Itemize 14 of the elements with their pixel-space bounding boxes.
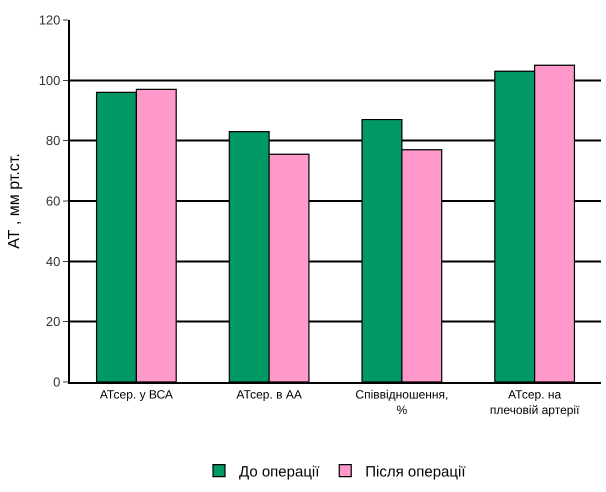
x-tick-label: Співвідношення, % <box>355 387 448 417</box>
y-tick-label: 80 <box>46 133 60 148</box>
legend-label: Після операції <box>365 464 466 480</box>
y-tick-label: 40 <box>46 254 60 269</box>
y-tick-label: 100 <box>38 72 60 88</box>
y-tick-label: 0 <box>53 374 60 390</box>
x-tick-label: АТсер. у ВСА <box>100 387 173 402</box>
y-axis-title: АТ , мм рт.ст. <box>6 153 24 249</box>
y-tick-label: 60 <box>46 194 60 209</box>
x-tick-label: АТсер. на плечовій артерії <box>490 387 580 417</box>
legend-label: До операції <box>239 464 320 480</box>
x-tick-label: АТсер. в АА <box>236 387 302 402</box>
y-tick-label: 20 <box>46 314 60 330</box>
y-tick-label: 120 <box>38 12 60 28</box>
